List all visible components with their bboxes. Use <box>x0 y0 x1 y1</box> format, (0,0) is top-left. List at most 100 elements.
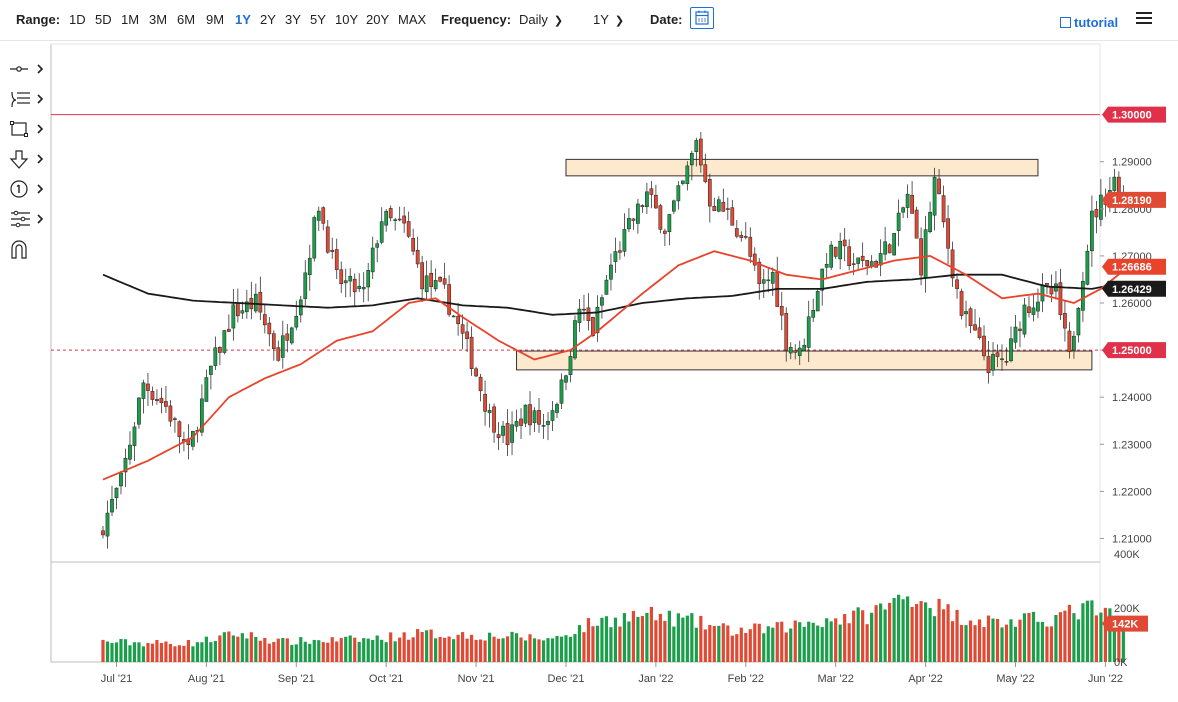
candle <box>280 320 285 369</box>
candle <box>667 214 672 246</box>
range-20y[interactable]: 20Y <box>366 12 390 27</box>
candle-body <box>330 250 335 252</box>
volume-bar <box>847 623 851 662</box>
rectangle-icon[interactable] <box>8 118 48 142</box>
range-10y[interactable]: 10Y <box>335 12 359 27</box>
candle-body <box>977 327 982 339</box>
candle <box>663 228 667 247</box>
volume-bar <box>532 638 537 662</box>
candle <box>905 184 910 219</box>
candle-body <box>159 397 164 404</box>
volume-bar <box>487 632 492 662</box>
volume-bar <box>505 636 510 662</box>
volume-bar <box>586 618 591 662</box>
range-1y[interactable]: 1Y <box>235 12 251 27</box>
volume-bar <box>663 620 667 662</box>
candle <box>370 236 375 280</box>
magnet-icon[interactable] <box>8 238 48 262</box>
crosshair-line-icon[interactable] <box>8 58 48 82</box>
candle <box>168 400 173 427</box>
candle-body <box>941 195 946 223</box>
candle <box>501 420 505 444</box>
tutorial-label: tutorial <box>1074 15 1119 30</box>
long-moving-average-line <box>102 273 1124 316</box>
candle-body <box>703 164 708 182</box>
calendar-icon[interactable] <box>690 7 714 29</box>
candle <box>797 340 802 366</box>
range-1d[interactable]: 1D <box>69 12 86 27</box>
volume-bar <box>375 635 379 662</box>
candle <box>577 299 582 333</box>
frequency-dropdown[interactable]: Daily ❯ <box>519 12 563 29</box>
price-badge-label: 1.26429 <box>1112 284 1152 296</box>
tutorial-link[interactable]: tutorial <box>1060 15 1118 30</box>
volume-bar <box>802 626 806 662</box>
volume-bar <box>852 610 856 662</box>
range-3y[interactable]: 3Y <box>285 12 301 27</box>
volume-bar <box>335 641 339 662</box>
volume-bar <box>299 637 303 662</box>
candle <box>649 181 654 209</box>
volume-bar <box>191 646 195 662</box>
volume-bar <box>1000 627 1004 662</box>
candle <box>191 430 195 451</box>
candle <box>694 137 699 167</box>
candle <box>402 206 407 233</box>
candle-body <box>546 420 550 425</box>
volume-bar <box>946 604 950 662</box>
candle <box>411 228 416 256</box>
volume-bar <box>213 640 217 662</box>
range-5d[interactable]: 5D <box>95 12 112 27</box>
volume-bar <box>609 627 613 662</box>
range-6m[interactable]: 6M <box>177 12 196 27</box>
volume-bar <box>434 638 438 662</box>
candle-body <box>568 356 573 375</box>
volume-bar <box>114 642 119 662</box>
range-1m[interactable]: 1M <box>121 12 140 27</box>
arrow-down-icon[interactable] <box>8 148 48 172</box>
candle <box>227 314 231 333</box>
candle-body <box>316 210 321 221</box>
candle-body <box>496 434 501 438</box>
period-dropdown[interactable]: 1Y ❯ <box>593 12 624 29</box>
candle <box>330 237 335 259</box>
candle-body <box>654 194 658 209</box>
volume-bar <box>132 642 137 662</box>
price-tick-label: 1.24000 <box>1112 392 1152 404</box>
volume-bar <box>200 642 204 662</box>
levels-icon[interactable] <box>8 208 48 232</box>
candle <box>420 255 424 302</box>
volume-bar <box>155 640 159 662</box>
volume-bar <box>285 638 289 662</box>
volume-bar <box>892 598 896 662</box>
range-2y[interactable]: 2Y <box>260 12 276 27</box>
fibonacci-icon[interactable] <box>8 88 48 112</box>
volume-bar <box>1036 621 1040 662</box>
price-badge: 1.28190 <box>1102 191 1166 208</box>
volume-bar <box>420 631 424 662</box>
range-3m[interactable]: 3M <box>149 12 168 27</box>
candle-body <box>847 246 852 266</box>
range-max[interactable]: MAX <box>398 12 427 27</box>
candle <box>1054 271 1058 300</box>
price-badge-label: 1.25000 <box>1112 345 1152 357</box>
volume-bar <box>591 626 595 662</box>
candle-body <box>532 410 537 423</box>
number-marker-icon[interactable] <box>8 178 48 202</box>
candle <box>101 526 105 539</box>
hamburger-menu-icon[interactable] <box>1136 12 1152 26</box>
candle <box>433 268 438 292</box>
candle-body <box>582 308 586 311</box>
volume-bar <box>955 609 959 662</box>
candle <box>438 276 442 283</box>
range-5y[interactable]: 5Y <box>310 12 326 27</box>
candle <box>775 256 780 307</box>
candle-body <box>438 276 442 282</box>
volume-bar <box>137 642 141 662</box>
volume-bar <box>384 642 388 662</box>
volume-bar <box>897 594 901 662</box>
volume-bar <box>874 605 878 662</box>
range-9m[interactable]: 9M <box>206 12 225 27</box>
candle-body <box>806 316 811 348</box>
